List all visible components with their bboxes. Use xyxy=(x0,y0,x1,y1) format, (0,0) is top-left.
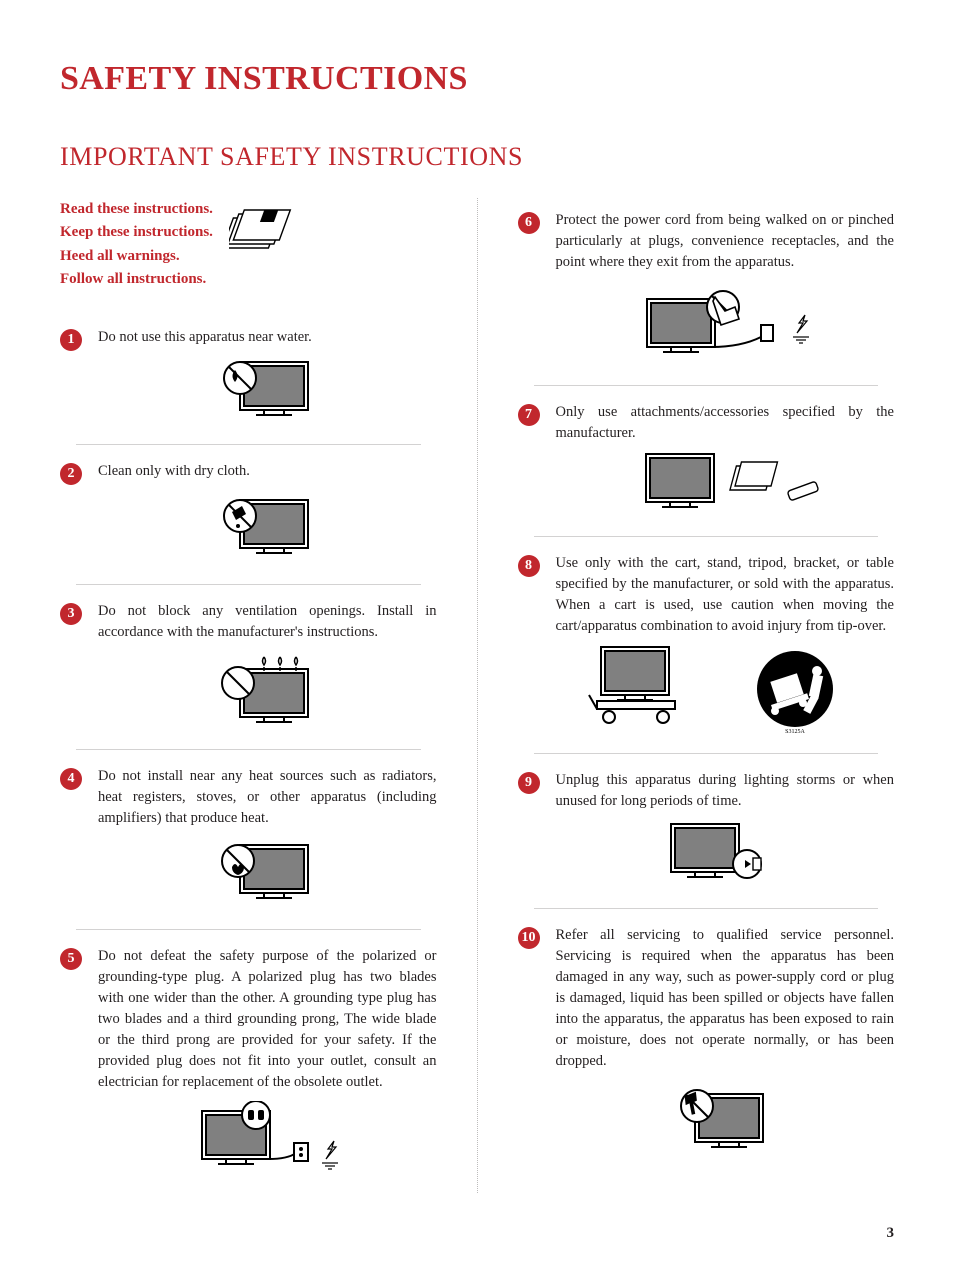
instruction-item: 8 Use only with the cart, stand, tripod,… xyxy=(518,541,895,749)
instruction-text: Do not use this apparatus near water. xyxy=(98,327,437,348)
number-badge: 4 xyxy=(60,768,82,790)
instruction-text: Refer all servicing to qualified service… xyxy=(556,925,895,1072)
page-number: 3 xyxy=(887,1225,895,1242)
divider xyxy=(76,444,421,445)
number-badge: 10 xyxy=(518,927,540,949)
intro-line: Follow all instructions. xyxy=(60,268,213,291)
manuals-icon xyxy=(229,204,309,265)
intro-line: Read these instructions. xyxy=(60,198,213,221)
instruction-item: 1 Do not use this apparatus near water. xyxy=(60,315,437,440)
divider xyxy=(76,749,421,750)
intro-line: Keep these instructions. xyxy=(60,221,213,244)
right-column: 6 Protect the power cord from being walk… xyxy=(518,198,895,1193)
cart-icon: S3125A xyxy=(556,645,895,735)
left-column: Read these instructions. Keep these inst… xyxy=(60,198,437,1193)
instruction-item: 10 Refer all servicing to qualified serv… xyxy=(518,913,895,1172)
ventilation-icon xyxy=(98,651,437,731)
divider xyxy=(534,908,879,909)
divider xyxy=(534,753,879,754)
instruction-item: 2 Clean only with dry cloth. xyxy=(60,449,437,580)
instruction-text: Do not defeat the safety purpose of the … xyxy=(98,946,437,1093)
intro-line: Heed all warnings. xyxy=(60,245,213,268)
no-heat-icon xyxy=(98,837,437,911)
plug-icon xyxy=(98,1101,437,1179)
instruction-item: 9 Unplug this apparatus during lighting … xyxy=(518,758,895,904)
instruction-text: Use only with the cart, stand, tripod, b… xyxy=(556,553,895,637)
intro-lines: Read these instructions. Keep these inst… xyxy=(60,198,213,291)
unplug-icon xyxy=(556,820,895,890)
instruction-text: Protect the power cord from being walked… xyxy=(556,210,895,273)
service-icon xyxy=(556,1080,895,1158)
instruction-text: Do not install near any heat sources suc… xyxy=(98,766,437,829)
instruction-text: Only use attachments/accessories specifi… xyxy=(556,402,895,444)
number-badge: 1 xyxy=(60,329,82,351)
instruction-item: 5 Do not defeat the safety purpose of th… xyxy=(60,934,437,1193)
divider xyxy=(534,385,879,386)
number-badge: 8 xyxy=(518,555,540,577)
instruction-item: 3 Do not block any ventilation openings.… xyxy=(60,589,437,745)
accessories-icon xyxy=(556,452,895,518)
no-water-icon xyxy=(98,356,437,426)
number-badge: 5 xyxy=(60,948,82,970)
number-badge: 3 xyxy=(60,603,82,625)
instruction-text: Do not block any ventilation openings. I… xyxy=(98,601,437,643)
instruction-item: 7 Only use attachments/accessories speci… xyxy=(518,390,895,532)
page-title: SAFETY INSTRUCTIONS xyxy=(60,60,894,98)
instruction-item: 6 Protect the power cord from being walk… xyxy=(518,198,895,381)
number-badge: 2 xyxy=(60,463,82,485)
dry-cloth-icon xyxy=(98,490,437,566)
two-column-layout: Read these instructions. Keep these inst… xyxy=(60,198,894,1193)
divider xyxy=(534,536,879,537)
instruction-item: 4 Do not install near any heat sources s… xyxy=(60,754,437,925)
power-cord-icon xyxy=(556,281,895,367)
column-divider xyxy=(477,198,478,1193)
number-badge: 9 xyxy=(518,772,540,794)
intro-block: Read these instructions. Keep these inst… xyxy=(60,198,437,291)
divider xyxy=(76,584,421,585)
svg-text:S3125A: S3125A xyxy=(785,729,805,735)
number-badge: 7 xyxy=(518,404,540,426)
number-badge: 6 xyxy=(518,212,540,234)
instruction-text: Clean only with dry cloth. xyxy=(98,461,437,482)
section-title: IMPORTANT SAFETY INSTRUCTIONS xyxy=(60,142,894,172)
divider xyxy=(76,929,421,930)
instruction-text: Unplug this apparatus during lighting st… xyxy=(556,770,895,812)
